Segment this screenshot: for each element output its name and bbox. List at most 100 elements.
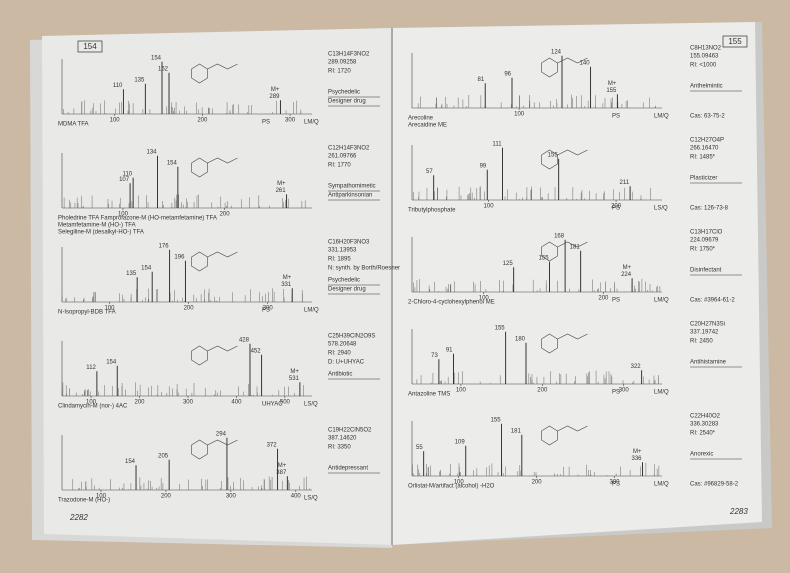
x-tick-label: 200 [161,494,172,500]
category: Designer drug [328,287,366,293]
exact-mass: 266.16470 [690,146,719,152]
exact-mass: 261.09766 [328,154,357,160]
peak-label: 96 [504,71,511,77]
exact-mass: 337.19742 [690,330,719,336]
compound-name: Trazodone-M (HO-) [58,498,110,504]
compound-name: 2-Chloro-4-cyclohexylphenol ME [408,300,495,306]
ps-label: PS [262,308,270,314]
category: Disinfectant [690,268,722,274]
exact-mass: 336.30283 [690,422,719,428]
peak-label: 176 [159,243,170,249]
category: Sympathomimetic [328,184,376,190]
retention-index: RI: 3350 [328,445,351,451]
scale-label: LM/Q [654,114,669,120]
structure-chain [207,157,238,164]
left-page [42,28,392,545]
peak-label: 154 [141,265,152,271]
scale-label: LS/Q [304,402,318,408]
structure-chain [207,345,238,352]
right-page [392,22,762,545]
exact-mass: 289.09258 [328,60,357,66]
compound-name: MDMA TFA [58,122,89,128]
peak-label: 155 [548,152,559,158]
molecular-ion: M+ [278,463,287,469]
peak-label: 155 [606,88,617,94]
scale-label: LM/Q [304,308,319,314]
peak-label: 181 [570,244,581,250]
x-tick-label: 300 [263,306,274,312]
scale-label: LM/Q [654,298,669,304]
peak-label: 155 [495,325,506,331]
peak-label: 155 [539,255,550,261]
retention-index: RI: 2940 [328,351,351,357]
peak-label: 168 [554,233,565,239]
structure-chain [207,439,238,446]
peak-label: 110 [123,171,133,177]
molecular-ion: M+ [271,87,280,93]
exact-mass: 387.14620 [328,436,357,442]
x-tick-label: 200 [135,400,146,406]
category: Designer drug [328,99,366,105]
x-tick-label: 200 [537,388,548,394]
x-tick-label: 200 [184,306,195,312]
page-number-box [77,40,103,53]
category: Anorexic [690,452,713,458]
category: Anthelmintic [690,84,723,90]
exact-mass: 331.13953 [328,248,357,254]
ps-label: PS [612,206,620,212]
x-tick-label: 200 [197,118,208,124]
peak-label: 336 [632,456,643,462]
peak-label: 531 [289,376,300,382]
x-tick-label: 100 [454,480,465,486]
peak-label: 124 [551,49,562,55]
peak-label: 452 [251,348,262,354]
ps-label: UHYAC [262,402,283,408]
x-tick-label: 300 [183,400,194,406]
peak-label: 135 [134,77,145,83]
scale-label: LM/Q [654,390,669,396]
retention-index: RI: 1485* [690,155,716,161]
formula: C16H20F3NO3 [328,240,370,246]
peak-label: 196 [174,254,185,260]
cas-number: Cas: #96829-58-2 [690,482,739,488]
formula: C12H14F3NO2 [328,146,370,152]
compound-name: Orlistat-M/artifact (alcohol) -H2O [408,484,495,490]
peak-label: 162 [158,66,169,72]
x-tick-label: 200 [220,212,231,218]
peak-label: 224 [621,272,632,278]
x-tick-label: 100 [514,112,525,118]
peak-label: 154 [125,459,136,465]
formula: C25H39ClN2O9S [328,334,375,340]
x-tick-label: 100 [110,118,121,124]
peak-label: 154 [167,160,178,166]
peak-label: 125 [503,261,514,267]
scale-label: LM/Q [304,120,319,126]
peak-label: 322 [631,364,642,370]
formula: C22H40O2 [690,414,721,420]
scale-label: LM/Q [654,482,669,488]
peak-label: 387 [276,470,287,476]
compound-name: Tributylphosphate [408,208,456,214]
peak-label: 91 [446,347,453,353]
molecular-ion: M+ [633,449,642,455]
scale-label: LS/Q [304,496,318,502]
peak-label: 372 [267,442,278,448]
peak-label: 428 [239,337,250,343]
cas-number: Cas: #3964-61-2 [690,298,735,304]
compound-name: Selegiline-M (desalkyl-HO-) TFA [58,230,144,236]
retention-index: RI: 1750* [690,247,716,253]
note: D: U+UHYAC [328,360,365,366]
x-tick-label: 100 [479,296,490,302]
compound-name: Metamfetamine-M (HO-) TFA [58,223,136,229]
x-tick-label: 300 [609,480,620,486]
compound-name: Antazoline TMS [408,392,450,398]
peak-label: 110 [113,83,123,89]
x-tick-label: 100 [96,494,107,500]
structure-chain [207,251,238,258]
page-number: 155 [728,37,742,46]
category: Antiparkinsonian [328,193,372,199]
page-number-box [722,35,748,48]
category: Psychedelic [328,90,360,96]
ps-label: PS [262,120,270,126]
